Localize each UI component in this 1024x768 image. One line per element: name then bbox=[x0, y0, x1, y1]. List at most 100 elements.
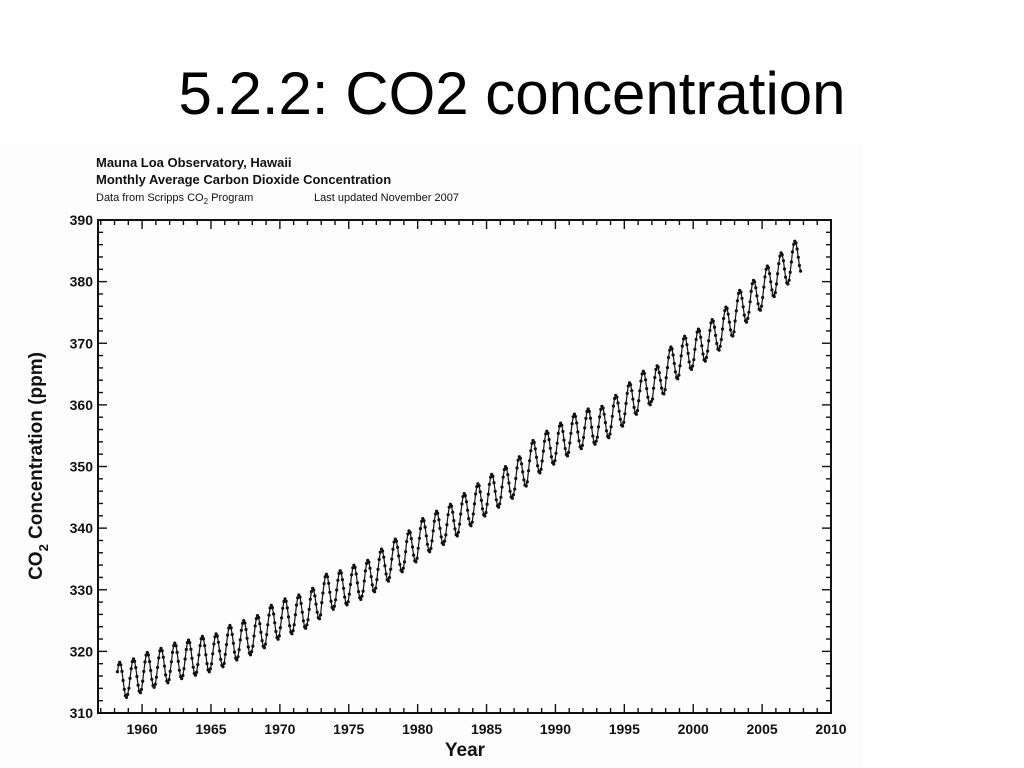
co2-data-point bbox=[389, 567, 393, 571]
co2-data-point bbox=[272, 612, 276, 616]
co2-data-point bbox=[391, 547, 395, 551]
co2-data-point bbox=[708, 328, 712, 333]
co2-data-point bbox=[469, 524, 473, 528]
co2-data-point bbox=[796, 255, 800, 259]
co2-data-point bbox=[459, 512, 463, 516]
co2-data-point bbox=[134, 666, 138, 670]
co2-data-point bbox=[644, 378, 648, 382]
co2-data-point bbox=[466, 508, 470, 512]
co2-data-point bbox=[464, 500, 469, 504]
co2-data-point bbox=[223, 652, 227, 656]
co2-data-point bbox=[598, 415, 602, 419]
co2-data-point bbox=[568, 441, 572, 445]
co2-data-point bbox=[304, 626, 308, 630]
co2-data-point bbox=[309, 590, 313, 594]
co2-data-point bbox=[572, 412, 577, 416]
co2-data-point bbox=[386, 579, 390, 583]
co2-data-point bbox=[642, 371, 647, 375]
co2-data-point bbox=[602, 412, 606, 416]
co2-data-point bbox=[788, 270, 792, 274]
co2-data-point bbox=[429, 546, 433, 551]
y-tick-label: 360 bbox=[70, 397, 94, 413]
co2-data-point bbox=[673, 370, 678, 374]
co2-data-point bbox=[184, 647, 188, 652]
co2-data-point bbox=[723, 309, 727, 313]
co2-data-point bbox=[168, 669, 172, 674]
co2-data-point bbox=[348, 582, 353, 587]
co2-data-point bbox=[185, 641, 189, 645]
co2-data-point bbox=[703, 359, 707, 363]
co2-data-point bbox=[663, 388, 667, 392]
co2-data-point bbox=[658, 378, 663, 382]
co2-data-point bbox=[678, 364, 682, 368]
co2-data-point bbox=[321, 591, 325, 595]
co2-data-point bbox=[418, 527, 423, 531]
co2-data-point bbox=[699, 335, 703, 339]
co2-data-point bbox=[286, 615, 291, 619]
co2-data-point bbox=[216, 640, 220, 644]
co2-data-point bbox=[521, 470, 525, 474]
co2-data-point bbox=[538, 471, 542, 475]
co2-data-point bbox=[369, 575, 373, 579]
co2-data-point bbox=[153, 682, 157, 686]
co2-data-point bbox=[609, 425, 613, 429]
co2-data-point bbox=[120, 669, 124, 674]
co2-data-point bbox=[595, 435, 599, 439]
co2-data-point bbox=[143, 660, 147, 664]
chart-header-title: Monthly Average Carbon Dioxide Concentra… bbox=[96, 172, 391, 187]
co2-data-point bbox=[431, 529, 435, 533]
x-tick-label: 1975 bbox=[333, 721, 364, 737]
co2-data-point bbox=[146, 653, 150, 657]
co2-data-point bbox=[405, 539, 409, 544]
co2-data-point bbox=[679, 354, 683, 358]
co2-data-point bbox=[347, 592, 351, 596]
co2-data-point bbox=[770, 288, 774, 292]
co2-data-point bbox=[244, 627, 248, 632]
co2-data-point bbox=[340, 578, 344, 582]
co2-data-point bbox=[485, 502, 489, 506]
co2-data-point bbox=[555, 441, 559, 445]
co2-data-point bbox=[792, 242, 796, 246]
co2-data-point bbox=[229, 626, 233, 630]
co2-data-point bbox=[133, 659, 137, 663]
co2-data-point bbox=[118, 660, 122, 664]
co2-data-point bbox=[587, 409, 591, 414]
co2-data-point bbox=[671, 353, 675, 357]
source-prefix: Data from Scripps CO bbox=[96, 192, 204, 204]
co2-data-point bbox=[524, 484, 528, 488]
co2-data-point bbox=[701, 352, 705, 356]
co2-data-point bbox=[621, 424, 625, 428]
co2-data-point bbox=[718, 344, 722, 348]
co2-data-point bbox=[148, 660, 152, 664]
co2-data-point bbox=[773, 291, 777, 295]
co2-data-point bbox=[492, 481, 496, 485]
co2-data-point bbox=[676, 377, 680, 381]
co2-data-point bbox=[428, 550, 432, 554]
co2-data-point bbox=[611, 404, 616, 408]
co2-data-point bbox=[577, 439, 581, 443]
co2-data-point bbox=[445, 523, 449, 527]
co2-data-point bbox=[536, 464, 540, 468]
co2-data-point bbox=[121, 678, 125, 683]
co2-data-point bbox=[259, 630, 263, 634]
co2-data-point bbox=[565, 454, 570, 458]
co2-data-point bbox=[180, 677, 184, 681]
co2-data-point bbox=[355, 581, 359, 585]
co2-data-point bbox=[653, 375, 657, 380]
co2-data-point bbox=[416, 546, 420, 550]
co2-data-point bbox=[281, 606, 285, 610]
y-tick-label: 390 bbox=[70, 212, 94, 228]
co2-data-point bbox=[164, 673, 168, 677]
co2-data-point bbox=[201, 637, 206, 641]
co2-data-point bbox=[794, 241, 798, 245]
co2-data-point bbox=[632, 405, 636, 409]
co2-data-point bbox=[657, 371, 661, 375]
co2-data-point bbox=[781, 259, 786, 263]
co2-data-point bbox=[532, 440, 536, 445]
co2-data-point bbox=[356, 590, 361, 594]
co2-data-point bbox=[150, 677, 154, 681]
co2-data-point bbox=[327, 581, 331, 585]
co2-data-point bbox=[306, 618, 310, 622]
co2-data-point bbox=[298, 595, 302, 599]
co2-data-point bbox=[119, 663, 123, 667]
